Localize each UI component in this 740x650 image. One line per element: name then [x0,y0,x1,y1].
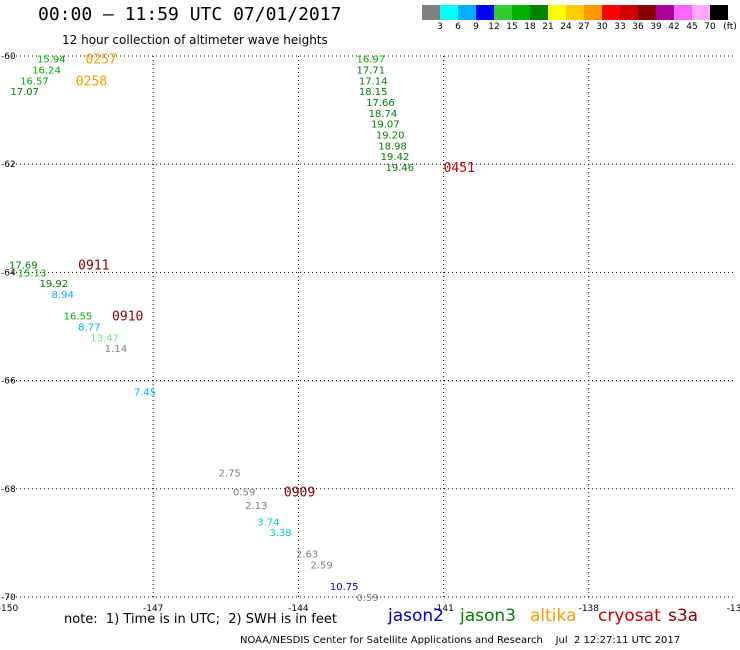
wave-height-value: 18.74 [369,109,398,120]
color-swatch-2 [458,5,476,20]
color-scale-tick: 24 [560,22,572,32]
pass-time-label: 0451 [444,161,475,176]
y-tick-label: -70 [1,593,16,603]
color-scale-tick: 21 [542,22,554,32]
color-swatch-11 [620,5,638,20]
wave-height-value: 18.15 [359,87,388,98]
color-scale-tick: 18 [524,22,536,32]
wave-height-value: 17.14 [359,76,388,87]
x-tick-label: -147 [143,604,163,614]
wave-height-value: 17.07 [10,87,39,98]
note-text: note: 1) Time is in UTC; 2) SWH is in fe… [64,612,337,627]
color-scale-tick: 33 [614,22,626,32]
color-scale-bar [422,5,728,20]
wave-height-value: 19.20 [376,130,405,141]
wave-height-value: 3.38 [269,528,291,539]
wave-height-value: 0.59 [356,593,378,604]
wave-height-value: 8.77 [78,323,100,334]
wave-height-value: 19.07 [371,120,400,131]
wave-height-value: 16.55 [64,312,93,323]
y-tick-label: -66 [1,377,16,387]
legend-item-s3a: s3a [668,606,699,626]
legend-item-jason3: jason3 [460,606,516,626]
color-swatch-0 [422,5,440,20]
wave-height-value: 1.14 [105,344,127,355]
color-swatch-9 [584,5,602,20]
y-tick-label: -62 [1,160,16,170]
y-tick-label: -68 [1,485,16,495]
color-scale-tick: 6 [455,22,461,32]
color-scale-unit: (ft) [723,22,737,32]
wave-height-value: 0.59 [233,488,255,499]
wave-height-value: 13.47 [90,333,119,344]
wave-height-value: 10.75 [330,582,359,593]
color-scale-tick: 70 [704,22,716,32]
pass-time-label: 0257 [85,53,116,68]
wave-height-value: 16.57 [20,76,49,87]
wave-height-value: 17.69 [9,260,38,271]
x-tick-label: -141 [433,604,453,614]
color-swatch-10 [602,5,620,20]
color-swatch-5 [512,5,530,20]
color-swatch-14 [674,5,692,20]
color-scale-tick: 39 [650,22,662,32]
color-swatch-7 [548,5,566,20]
wave-height-value: 19.42 [381,152,410,163]
y-tick-label: -64 [1,268,16,278]
color-swatch-12 [638,5,656,20]
wave-height-value: 17.71 [356,66,385,77]
wave-height-value: 2.75 [219,469,241,480]
legend-item-cryosat: cryosat [598,606,661,626]
x-tick-label: -150 [0,604,18,614]
color-scale-tick: 30 [596,22,608,32]
pass-time-label: 0910 [112,310,143,325]
wave-height-value: 2.63 [296,550,318,561]
wave-height-value: 8.94 [52,290,74,301]
color-scale-labels: 3 6 9 12 15 18 21 24 27 30 33 36 39 42 45 70 (ft) [422,22,740,36]
x-tick-label: -13 [727,604,740,614]
x-tick-label: -144 [288,604,309,614]
wave-height-value: 17.66 [366,98,395,109]
color-scale-tick: 12 [488,22,500,32]
chart-subtitle: 12 hour collection of altimeter wave hei… [62,33,328,47]
pass-time-label: 0258 [76,74,107,89]
color-swatch-6 [530,5,548,20]
color-scale-tick: 15 [506,22,518,32]
color-scale-tick: 36 [632,22,644,32]
pass-time-label: 0911 [78,258,109,273]
x-tick-label: -138 [579,604,600,614]
chart-title: 00:00 – 11:59 UTC 07/01/2017 [38,4,342,25]
color-swatch-1 [440,5,458,20]
legend-item-altika: altika [530,606,577,626]
wave-height-value: 15.13 [18,268,47,279]
color-swatch-13 [656,5,674,20]
wave-height-value: 19.46 [386,163,415,174]
color-swatch-16 [710,5,728,20]
y-tick-label: -60 [1,52,16,62]
legend-item-jason2: jason2 [388,606,444,626]
color-scale-tick: 45 [686,22,698,32]
wave-height-value: 3.74 [257,517,279,528]
wave-height-value: 19.92 [39,279,68,290]
color-scale-tick: 9 [473,22,479,32]
footer-credit: NOAA/NESDIS Center for Satellite Applica… [240,635,681,646]
wave-height-value: 15.94 [37,55,66,66]
wave-height-value: 2.59 [311,561,333,572]
pass-time-label: 0909 [284,486,315,501]
color-scale-tick: 42 [668,22,680,32]
color-swatch-15 [692,5,710,20]
color-swatch-8 [566,5,584,20]
color-scale-tick: 3 [437,22,443,32]
color-swatch-4 [494,5,512,20]
wave-height-value: 16.97 [356,55,385,66]
wave-height-value: 7.45 [134,387,156,398]
wave-height-value: 2.13 [245,501,267,512]
color-scale-tick: 27 [578,22,590,32]
color-swatch-3 [476,5,494,20]
wave-height-value: 18.98 [378,141,407,152]
wave-height-value: 16.24 [32,66,61,77]
